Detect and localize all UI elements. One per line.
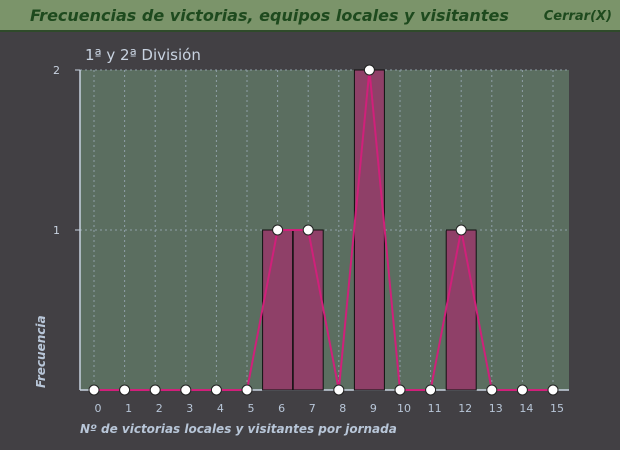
bar [292,229,324,391]
bar [445,229,477,391]
x-tick-label: 2 [156,402,163,415]
data-point [241,384,253,396]
close-button[interactable]: Cerrar(X) [543,9,612,24]
data-point [119,384,131,396]
x-tick-label: 15 [550,402,564,415]
x-tick-label: 9 [370,402,377,415]
data-point [180,384,192,396]
data-point [547,384,559,396]
data-point [425,384,437,396]
x-tick-label: 13 [489,402,503,415]
data-point [272,224,284,236]
x-tick-label: 11 [428,402,442,415]
title-bar: Frecuencias de victorias, equipos locale… [0,0,620,32]
window-title: Frecuencias de victorias, equipos locale… [30,6,509,25]
data-point [363,64,375,76]
data-point [516,384,528,396]
data-point [302,224,314,236]
data-point [455,224,467,236]
y-tick-label: 1 [53,224,60,237]
x-tick-label: 6 [278,402,285,415]
bar [262,229,294,391]
x-tick-label: 12 [458,402,472,415]
x-tick-label: 4 [217,402,224,415]
x-tick-label: 5 [248,402,255,415]
data-point [210,384,222,396]
x-axis-label: Nº de victorias locales y visitantes por… [80,422,397,436]
bar [353,69,385,391]
data-point [394,384,406,396]
data-point [88,384,100,396]
x-tick-label: 3 [186,402,193,415]
x-tick-label: 10 [397,402,411,415]
frequency-line [94,69,553,391]
data-point [486,384,498,396]
data-point [333,384,345,396]
y-tick-label: 2 [53,64,60,77]
x-tick-label: 8 [339,402,346,415]
chart-title: 1ª y 2ª División [85,46,201,64]
y-axis-label: Frecuencia [34,315,48,388]
x-tick-label: 1 [125,402,132,415]
x-tick-label: 7 [309,402,316,415]
x-tick-label: 0 [95,402,102,415]
x-tick-label: 14 [519,402,533,415]
data-point [149,384,161,396]
